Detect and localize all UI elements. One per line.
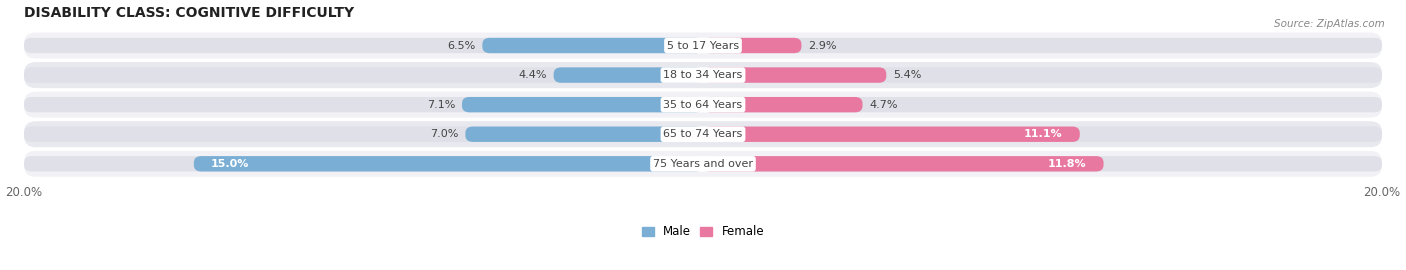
FancyBboxPatch shape (703, 38, 801, 53)
Text: 4.7%: 4.7% (869, 100, 898, 110)
Text: 15.0%: 15.0% (211, 159, 249, 169)
Text: 4.4%: 4.4% (519, 70, 547, 80)
FancyBboxPatch shape (194, 156, 703, 171)
FancyBboxPatch shape (24, 32, 1382, 59)
FancyBboxPatch shape (703, 68, 886, 83)
Text: 75 Years and over: 75 Years and over (652, 159, 754, 169)
FancyBboxPatch shape (703, 97, 862, 112)
Text: 7.1%: 7.1% (427, 100, 456, 110)
Legend: Male, Female: Male, Female (637, 221, 769, 243)
FancyBboxPatch shape (703, 97, 1382, 112)
FancyBboxPatch shape (482, 38, 703, 53)
Text: 6.5%: 6.5% (447, 40, 475, 50)
Text: DISABILITY CLASS: COGNITIVE DIFFICULTY: DISABILITY CLASS: COGNITIVE DIFFICULTY (24, 6, 354, 19)
Text: 11.1%: 11.1% (1024, 129, 1063, 139)
FancyBboxPatch shape (463, 97, 703, 112)
FancyBboxPatch shape (703, 127, 1080, 142)
FancyBboxPatch shape (24, 127, 703, 142)
Text: 5.4%: 5.4% (893, 70, 921, 80)
Text: 5 to 17 Years: 5 to 17 Years (666, 40, 740, 50)
FancyBboxPatch shape (24, 68, 703, 83)
FancyBboxPatch shape (24, 38, 703, 53)
FancyBboxPatch shape (465, 127, 703, 142)
Text: 7.0%: 7.0% (430, 129, 458, 139)
FancyBboxPatch shape (703, 156, 1382, 171)
Text: Source: ZipAtlas.com: Source: ZipAtlas.com (1274, 19, 1385, 29)
FancyBboxPatch shape (703, 156, 1104, 171)
FancyBboxPatch shape (703, 127, 1382, 142)
Text: 65 to 74 Years: 65 to 74 Years (664, 129, 742, 139)
FancyBboxPatch shape (24, 62, 1382, 88)
FancyBboxPatch shape (24, 121, 1382, 147)
FancyBboxPatch shape (703, 68, 1382, 83)
FancyBboxPatch shape (24, 151, 1382, 177)
FancyBboxPatch shape (554, 68, 703, 83)
Text: 18 to 34 Years: 18 to 34 Years (664, 70, 742, 80)
FancyBboxPatch shape (703, 38, 1382, 53)
FancyBboxPatch shape (24, 97, 703, 112)
Text: 11.8%: 11.8% (1047, 159, 1087, 169)
FancyBboxPatch shape (24, 156, 703, 171)
Text: 2.9%: 2.9% (808, 40, 837, 50)
FancyBboxPatch shape (24, 92, 1382, 118)
Text: 35 to 64 Years: 35 to 64 Years (664, 100, 742, 110)
